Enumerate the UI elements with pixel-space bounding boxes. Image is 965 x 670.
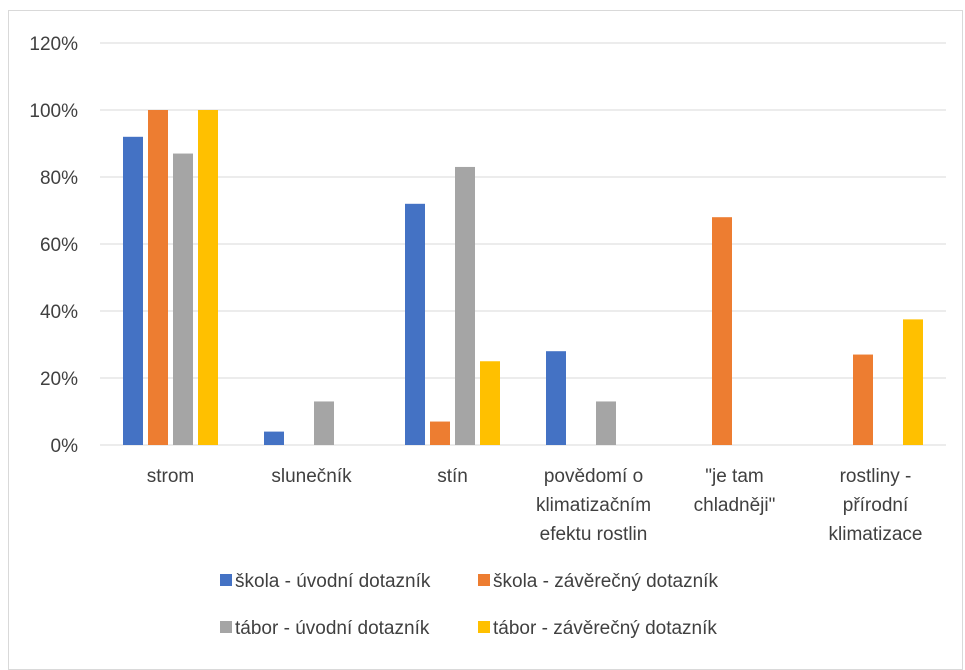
- x-category-line: povědomí o: [544, 466, 643, 487]
- bar: [123, 136, 143, 446]
- x-category-label: slunečník: [271, 466, 352, 487]
- y-axis: 0% 20% 40% 60% 80% 100% 120%: [29, 34, 78, 457]
- y-tick-label: 0%: [51, 436, 79, 457]
- legend-swatch: [478, 574, 490, 586]
- bar: [430, 421, 450, 445]
- y-tick-label: 80%: [40, 168, 78, 189]
- bar: [853, 354, 873, 445]
- x-category-line: rostliny -: [840, 466, 912, 487]
- bar: [173, 153, 193, 446]
- x-category-line: klimatizačním: [536, 495, 651, 516]
- bar: [405, 203, 425, 445]
- bar: [314, 401, 334, 445]
- x-category-label: povědomí o klimatizačním efektu rostlin: [536, 466, 651, 545]
- legend-swatch: [220, 574, 232, 586]
- legend: škola - úvodní dotazník škola - závěrečný…: [220, 571, 718, 639]
- bar: [455, 166, 475, 445]
- legend-label: škola - úvodní dotazník: [235, 571, 431, 592]
- y-tick-label: 20%: [40, 369, 78, 390]
- legend-label: škola - závěrečný dotazník: [493, 571, 718, 592]
- legend-swatch: [220, 621, 232, 633]
- x-category-line: "je tam: [705, 466, 763, 487]
- legend-swatch: [478, 621, 490, 633]
- bar: [198, 110, 218, 445]
- x-category-line: chladněji": [694, 495, 776, 516]
- x-category-label: "je tam chladněji": [694, 466, 776, 516]
- bar: [264, 431, 284, 445]
- x-category-label: stín: [437, 466, 468, 487]
- bar: [148, 110, 168, 445]
- x-category-line: přírodní: [843, 495, 909, 516]
- x-category-label: strom: [147, 466, 195, 487]
- bar: [480, 361, 500, 445]
- x-category-line: slunečník: [271, 466, 352, 487]
- x-category-line: klimatizace: [829, 524, 923, 545]
- legend-label: tábor - závěrečný dotazník: [493, 618, 717, 639]
- gridlines: [100, 42, 946, 446]
- x-axis: strom slunečník stín povědomí o klimatizační…: [147, 466, 923, 545]
- bar: [903, 319, 923, 445]
- x-category-line: stín: [437, 466, 468, 487]
- legend-label: tábor - úvodní dotazník: [235, 618, 430, 639]
- bar: [596, 401, 616, 445]
- y-tick-label: 100%: [29, 101, 78, 122]
- y-tick-label: 40%: [40, 302, 78, 323]
- bar: [712, 217, 732, 445]
- x-category-line: efektu rostlin: [540, 524, 648, 545]
- x-category-line: strom: [147, 466, 195, 487]
- bars: [123, 110, 923, 446]
- y-tick-label: 120%: [29, 34, 78, 55]
- y-tick-label: 60%: [40, 235, 78, 256]
- bar: [546, 351, 566, 445]
- x-category-label: rostliny - přírodní klimatizace: [829, 466, 923, 545]
